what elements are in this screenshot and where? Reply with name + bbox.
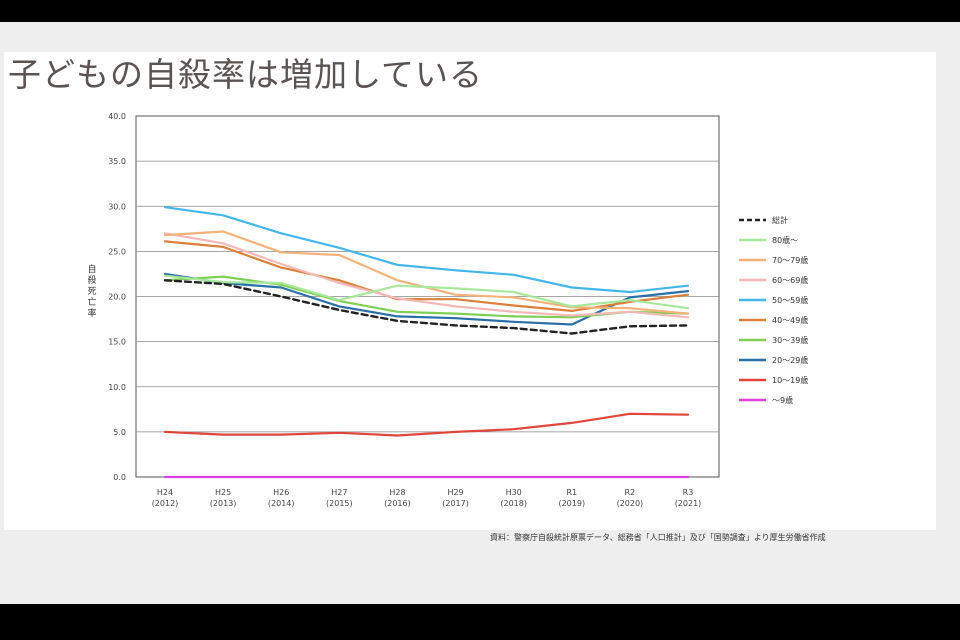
y-tick-label: 20.0 <box>108 293 126 302</box>
y-tick-label: 0.0 <box>113 473 126 482</box>
x-tick-sublabel: (2017) <box>442 499 469 508</box>
legend-label: 総計 <box>772 215 788 225</box>
legend: 総計 80歳～ 70～79歳 60～69歳 50～59歳 40～49歳 30～39歳 20～2… <box>739 215 808 405</box>
series-line-総計 <box>163 279 690 335</box>
series-line-20～29歳 <box>163 272 690 326</box>
legend-label: 70～79歳 <box>772 255 808 265</box>
y-axis-ticks: 0.0 5.0 10.0 15.0 20.0 25.0 30.0 35.0 40.0 <box>108 112 126 482</box>
x-tick-label: R2 <box>625 488 636 497</box>
legend-label: 20～29歳 <box>772 355 808 365</box>
series-line-50～59歳 <box>163 206 690 294</box>
legend-label: 50～59歳 <box>772 295 808 305</box>
y-tick-label: 25.0 <box>108 247 126 256</box>
x-tick-sublabel: (2016) <box>384 499 411 508</box>
series-line-10～19歳 <box>163 412 690 437</box>
x-tick-sublabel: (2015) <box>326 499 353 508</box>
x-tick-sublabel: (2013) <box>210 499 237 508</box>
x-tick-label: R1 <box>566 488 577 497</box>
y-tick-label: 5.0 <box>113 428 126 437</box>
legend-label: 40～49歳 <box>772 315 808 325</box>
legend-label: 80歳～ <box>772 235 798 245</box>
legend-label: 30～39歳 <box>772 335 808 345</box>
slide-title: 子どもの自殺率は増加している <box>8 55 484 94</box>
y-axis-label: 自殺死亡率 <box>87 263 96 319</box>
x-tick-label: H30 <box>506 488 522 497</box>
legend-label: 10～19歳 <box>772 375 808 385</box>
x-tick-label: H26 <box>273 488 289 497</box>
x-axis-ticks: H24 (2012) H25 (2013) H26 (2014) H27 (2015) H28 (… <box>152 488 702 508</box>
series-line-80歳～ <box>163 274 690 310</box>
y-tick-label: 30.0 <box>108 202 126 211</box>
x-tick-label: H28 <box>389 488 405 497</box>
x-tick-sublabel: (2019) <box>558 499 585 508</box>
source-note: 資料：警察庁自殺統計原票データ、総務省「人口推計」及び「国勢調査」より厚生労働省… <box>490 533 826 542</box>
x-tick-sublabel: (2014) <box>268 499 295 508</box>
x-tick-label: H29 <box>447 488 463 497</box>
y-tick-label: 15.0 <box>108 338 126 347</box>
legend-label: ～9歳 <box>772 395 793 405</box>
x-tick-label: H27 <box>331 488 347 497</box>
legend-label: 60～69歳 <box>772 275 808 285</box>
series-line-40～49歳 <box>163 240 690 312</box>
series-line-60～69歳 <box>163 232 690 319</box>
y-tick-label: 10.0 <box>108 383 126 392</box>
x-tick-sublabel: (2021) <box>675 499 702 508</box>
x-tick-label: H25 <box>215 488 231 497</box>
x-tick-sublabel: (2012) <box>152 499 179 508</box>
y-tick-label: 40.0 <box>108 112 126 121</box>
x-tick-sublabel: (2018) <box>500 499 527 508</box>
x-tick-label: H24 <box>157 488 173 497</box>
y-tick-label: 35.0 <box>108 157 126 166</box>
series-lines <box>163 206 690 479</box>
x-tick-label: R3 <box>683 488 694 497</box>
x-tick-sublabel: (2020) <box>617 499 644 508</box>
